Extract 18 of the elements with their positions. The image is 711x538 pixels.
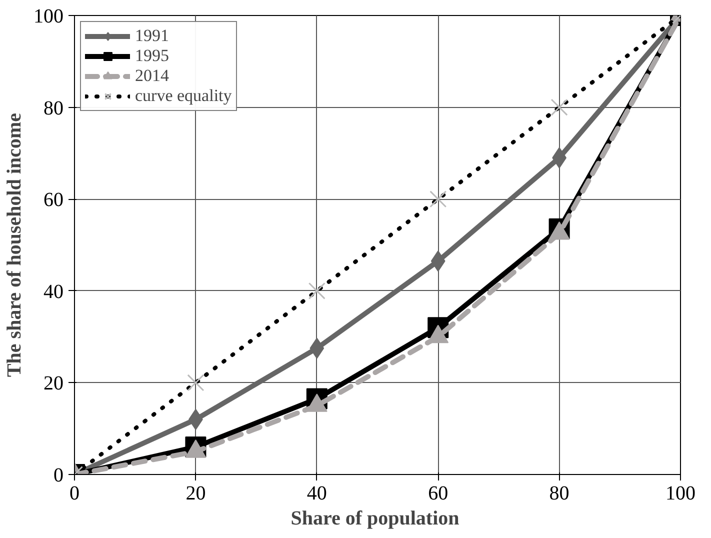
- y-tick-label: 40: [44, 280, 64, 303]
- x-tick-label: 80: [549, 482, 570, 504]
- x-tick-label: 20: [186, 482, 206, 504]
- y-tick-label: 60: [44, 189, 64, 212]
- y-tick-label: 20: [44, 372, 64, 395]
- x-tick-label: 60: [428, 482, 448, 504]
- legend-label: curve equality: [135, 86, 232, 106]
- y-axis-title: The share of household income: [4, 112, 26, 378]
- x-tick-label: 40: [306, 482, 327, 504]
- x-axis-title: Share of population: [290, 508, 460, 530]
- y-tick-label: 0: [54, 464, 64, 486]
- legend-label: 1995: [135, 46, 169, 66]
- y-tick-label: 100: [34, 6, 64, 28]
- y-tick-label: 80: [44, 97, 64, 120]
- legend-label: 1991: [135, 26, 169, 46]
- x-tick-label: 0: [70, 482, 80, 504]
- x-tick-label: 100: [666, 482, 696, 504]
- legend-label: 2014: [135, 66, 169, 86]
